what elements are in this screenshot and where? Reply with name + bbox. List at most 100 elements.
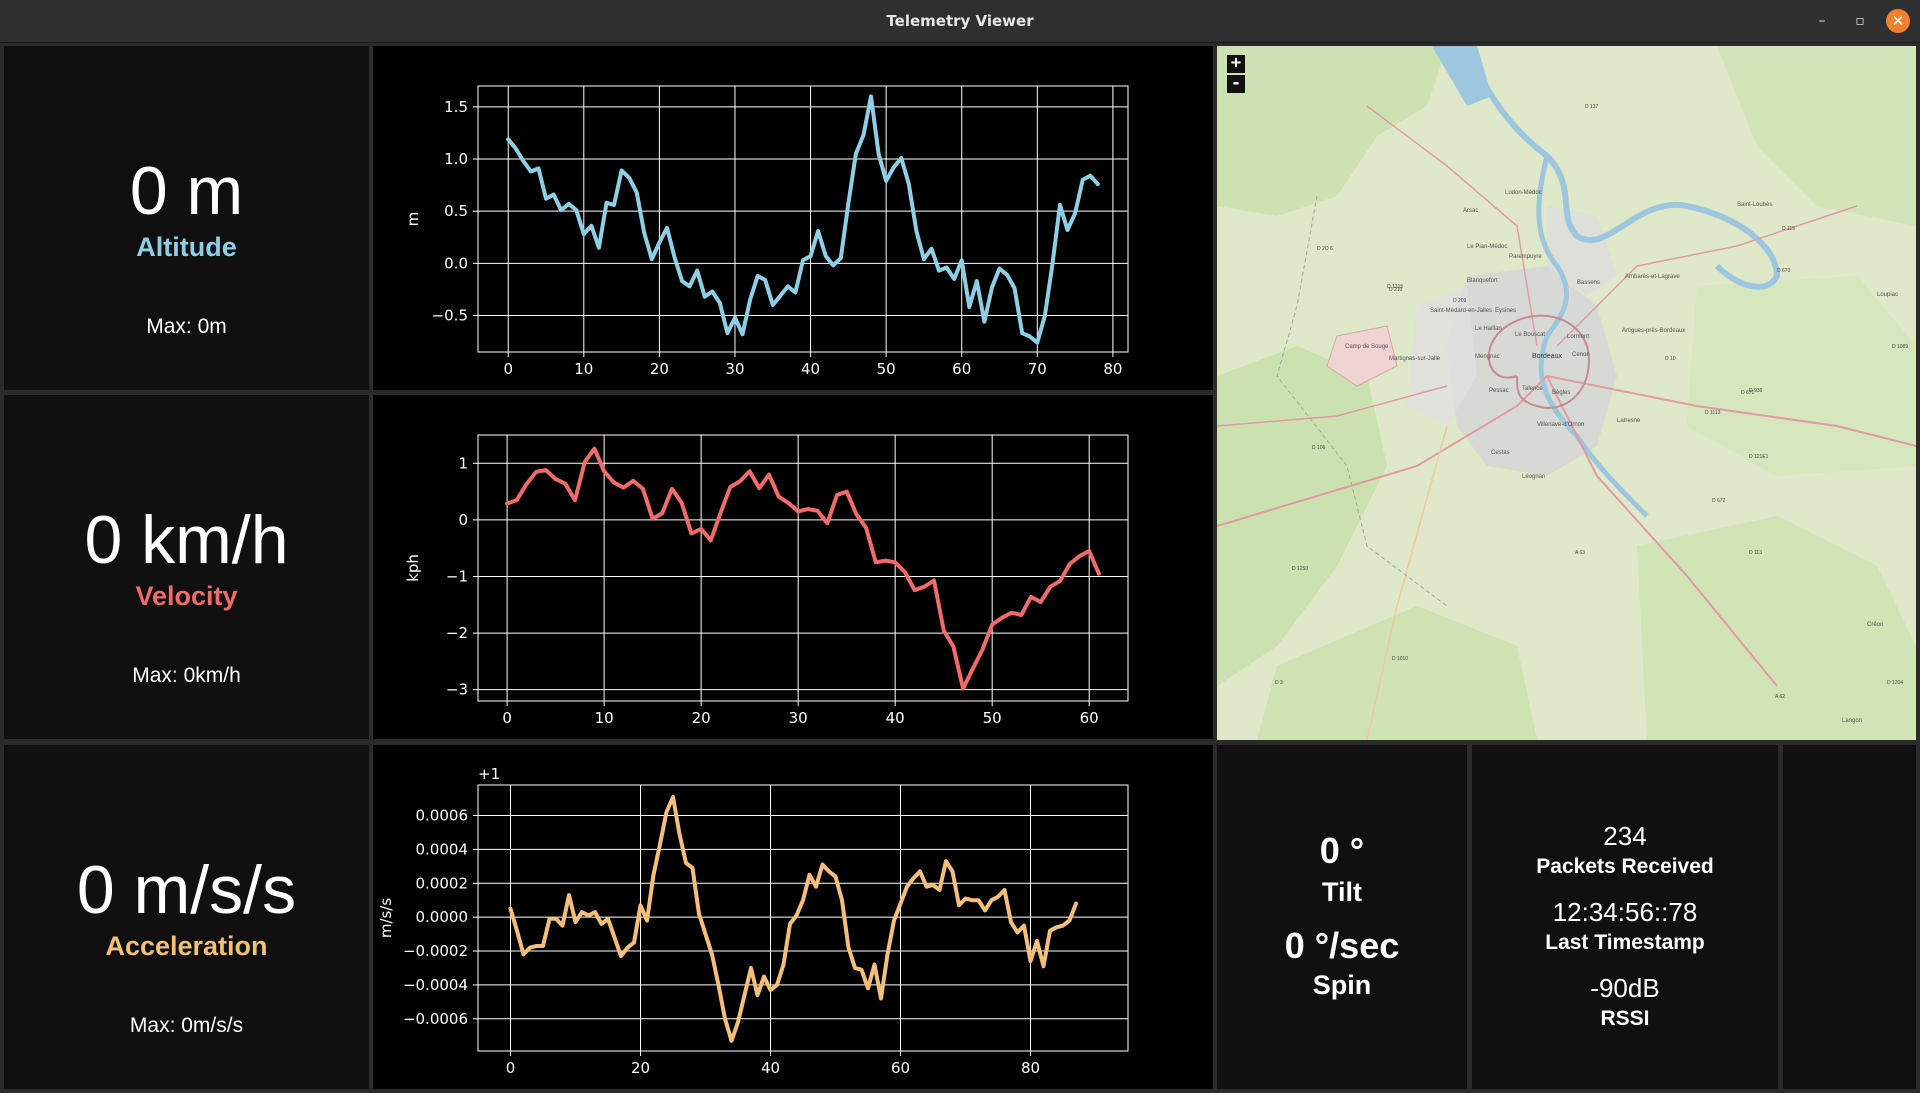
map-road-label: D 1250 — [1292, 566, 1308, 572]
x-tick-label: 70 — [1028, 360, 1047, 378]
spin-label: Spin — [1312, 970, 1372, 1000]
altitude-chart: 0 10 20 30 40 50 60 70 80 −0.5 0.0 0.5 1.0 1.5 m — [404, 85, 1129, 378]
maximize-button[interactable]: ▫ — [1855, 13, 1865, 29]
y-tick-label: −1 — [446, 567, 468, 585]
velocity-label: Velocity — [135, 581, 238, 611]
map-label: Ambarès-et-Lagrave — [1625, 274, 1680, 280]
window-title: Telemetry Viewer — [886, 12, 1034, 30]
x-tick-label: 20 — [631, 1059, 650, 1077]
map-label: Blanquefort — [1467, 278, 1498, 284]
last-timestamp-label: Last Timestamp — [1545, 931, 1705, 954]
window-titlebar: Telemetry Viewer – ▫ ✕ — [0, 0, 1920, 43]
map-label: Saint-Médard-en-Jalles — [1430, 308, 1492, 314]
map-road-label: D 936 — [1749, 388, 1763, 394]
y-tick-label: 0.0006 — [416, 806, 469, 824]
map-road-label: D 1089 — [1892, 344, 1908, 350]
x-tick-label: 50 — [877, 360, 896, 378]
map-label: Saint-Loubès — [1737, 202, 1772, 208]
y-tick-label: 1 — [458, 454, 468, 472]
map-road-label: D 121E1 — [1749, 454, 1769, 460]
plot-frame — [477, 784, 1129, 1052]
x-tick-label: 30 — [789, 709, 808, 727]
x-tick-label: 50 — [983, 709, 1002, 727]
map-road-label: D 10 — [1665, 356, 1676, 362]
tilt-label: Tilt — [1322, 877, 1362, 907]
x-tick-label: 40 — [801, 360, 820, 378]
map-label: Talence — [1522, 386, 1543, 392]
series-line — [508, 794, 1078, 1043]
map-label: Cestas — [1491, 450, 1510, 456]
map-road-label: D 6 — [1325, 246, 1333, 252]
y-axis-label: kph — [404, 554, 422, 582]
x-tick-label: 60 — [952, 360, 971, 378]
acceleration-panel: 0 m/s/s Acceleration Max: 0m/s/s — [4, 745, 369, 1089]
y-tick-label: −0.0004 — [403, 976, 468, 994]
x-tick-label: 0 — [506, 1059, 516, 1077]
map-road-label: D 115 — [1782, 226, 1795, 232]
x-tick-label: 60 — [891, 1059, 910, 1077]
map-label: Loupiac — [1877, 292, 1898, 298]
map-road-label: D 1010 — [1392, 656, 1408, 662]
acceleration-chart-panel: 0 20 40 60 80 −0.0006 −0.0004 −0.0002 0.0000 0.00… — [373, 745, 1213, 1089]
y-tick-label: 0 — [458, 511, 468, 529]
map-label: Le Bouscat — [1515, 332, 1545, 338]
map-label: Martignas-sur-Jalle — [1389, 356, 1441, 362]
map-road-label: D 1113 — [1705, 410, 1721, 416]
map-label: Langon — [1842, 718, 1862, 724]
map-label: Latresne — [1617, 418, 1641, 424]
y-tick-label: 0.0 — [444, 254, 468, 272]
x-tick-label: 20 — [650, 360, 669, 378]
y-tick-label: 0.5 — [444, 202, 468, 220]
velocity-max: Max: 0km/h — [132, 664, 241, 687]
map-road-label: D 210 — [1389, 287, 1403, 293]
altitude-chart-panel: 0 10 20 30 40 50 60 70 80 −0.5 0.0 0.5 1.0 1.5 m — [373, 46, 1213, 390]
map-zoom-out-button[interactable]: - — [1227, 75, 1245, 93]
x-tick-label: 0 — [503, 360, 513, 378]
map-road-label: D 1204 — [1887, 680, 1903, 686]
y-tick-label: −3 — [446, 681, 468, 699]
y-axis-label: m — [404, 212, 422, 227]
map-label: Lormont — [1567, 334, 1589, 340]
packets-received-value: 234 — [1603, 821, 1647, 851]
map-label: Le Haillan — [1475, 326, 1502, 332]
y-tick-label: −2 — [446, 624, 468, 642]
x-tick-label: 10 — [595, 709, 614, 727]
plot-frame — [477, 85, 1129, 353]
y-tick-label: 1.5 — [444, 98, 468, 116]
x-tick-label: 0 — [502, 709, 512, 727]
map-road-label: D 672 — [1712, 498, 1726, 504]
x-tick-label: 40 — [761, 1059, 780, 1077]
map-label: Villenave-d'Ornon — [1537, 422, 1584, 428]
map-tiles[interactable]: Bordeaux Le Bouscat Eysines Blanquefort … — [1217, 46, 1916, 740]
x-tick-label: 10 — [574, 360, 593, 378]
map-road-label: D 3 — [1275, 680, 1283, 686]
map-road-label: D 1215 — [1387, 284, 1403, 290]
altitude-label: Altitude — [136, 232, 237, 262]
map-label: Parempuyre — [1509, 254, 1542, 260]
acceleration-value: 0 m/s/s — [76, 852, 297, 928]
map-label: Créon — [1867, 622, 1883, 628]
map-label: Eysines — [1495, 308, 1516, 314]
orientation-panel: 0 ° Tilt 0 °/sec Spin — [1217, 745, 1467, 1089]
y-tick-label: −0.0002 — [403, 942, 468, 960]
y-tick-label: 0.0002 — [416, 874, 469, 892]
acceleration-max: Max: 0m/s/s — [129, 1014, 244, 1037]
close-button[interactable]: ✕ — [1886, 9, 1910, 33]
rssi-label: RSSI — [1600, 1007, 1650, 1030]
map-label: Artigues-près-Bordeaux — [1622, 328, 1685, 334]
map-label: Camp de Souge — [1345, 344, 1389, 350]
map-label: Arsac — [1463, 208, 1478, 214]
map-label: Le Pian-Médoc — [1467, 244, 1507, 250]
series-line — [505, 446, 1101, 691]
map-label: Bassens — [1577, 280, 1600, 286]
map-label: Mérignac — [1475, 354, 1500, 360]
altitude-value: 0 m — [129, 153, 244, 229]
velocity-chart-panel: 0 10 20 30 40 50 60 −3 −2 −1 0 1 kph — [373, 395, 1213, 739]
map-view[interactable]: Bordeaux Le Bouscat Eysines Blanquefort … — [1217, 46, 1916, 740]
packets-received-label: Packets Received — [1536, 855, 1714, 878]
minimize-button[interactable]: – — [1818, 13, 1826, 29]
map-road-label: D 2 — [1317, 246, 1325, 252]
altitude-max: Max: 0m — [146, 315, 227, 338]
map-zoom-in-button[interactable]: + — [1227, 55, 1245, 73]
map-road-label: D 670 — [1777, 268, 1791, 274]
